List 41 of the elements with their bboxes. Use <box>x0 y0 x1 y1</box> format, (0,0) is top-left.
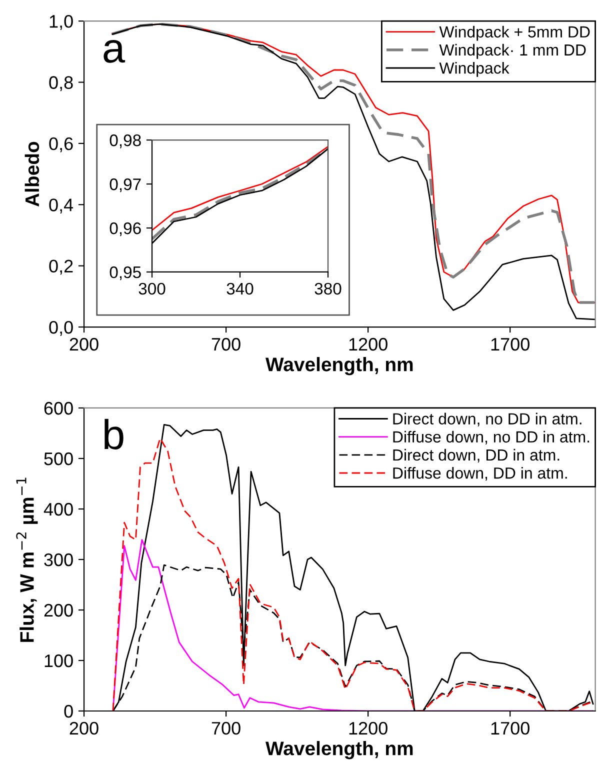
y-tick-label: 0,4 <box>49 198 74 214</box>
legend-label: Diffuse down, no DD in atm. <box>393 430 590 444</box>
x-tick-label: 200 <box>70 338 98 351</box>
x-tick-label: 340 <box>226 282 254 295</box>
y-tick-label: 0,8 <box>49 76 73 92</box>
x-tick-label: 700 <box>212 338 240 351</box>
legend-label: Windpack + 5mm DD <box>439 26 590 41</box>
y-tick-label: 0,6 <box>49 137 73 152</box>
x-tick-label: 300 <box>138 282 166 295</box>
x-axis-title: Wavelength, nm <box>266 357 413 376</box>
y-tick-label: 0,2 <box>49 260 73 275</box>
legend-label: Direct down, no DD in atm. <box>393 412 582 426</box>
y-tick-label: 500 <box>44 452 73 466</box>
y-tick-label: 0,97 <box>110 178 141 192</box>
y-tick-label: 0,96 <box>110 222 141 236</box>
x-axis-title: Wavelength, nm <box>266 741 413 760</box>
legend-label: Windpack· 1 mm DD <box>439 44 586 59</box>
legend-label: Windpack <box>439 62 510 77</box>
y-tick-label: 300 <box>44 553 73 566</box>
x-tick-label: 1700 <box>491 338 530 351</box>
y-tick-label: 0,98 <box>110 134 141 148</box>
x-tick-label: 1200 <box>349 338 388 351</box>
annotation: b <box>104 418 124 450</box>
x-tick-label: 200 <box>70 722 98 735</box>
y-tick-label: 0,95 <box>110 266 141 280</box>
x-tick-label: 1700 <box>491 722 530 735</box>
y-tick-label: 1,0 <box>50 14 73 30</box>
y-axis-title: Albedo <box>24 142 40 206</box>
y-tick-label: 0,0 <box>49 320 73 336</box>
annotation: a <box>104 40 126 63</box>
legend-label: Diffuse down, DD in atm. <box>393 467 567 481</box>
legend-label: Direct down, DD in atm. <box>393 448 560 463</box>
y-tick-label: 0 <box>64 704 73 718</box>
y-axis-title: Flux, W m$^{−2}$ µm$^{−1}$ <box>16 478 38 642</box>
y-tick-label: 200 <box>44 604 73 617</box>
y-tick-label: 600 <box>44 402 73 415</box>
y-tick-label: 100 <box>44 654 73 668</box>
y-tick-label: 400 <box>44 502 73 516</box>
x-tick-label: 700 <box>212 722 240 735</box>
x-tick-label: 380 <box>314 282 342 295</box>
x-tick-label: 1200 <box>349 722 388 735</box>
